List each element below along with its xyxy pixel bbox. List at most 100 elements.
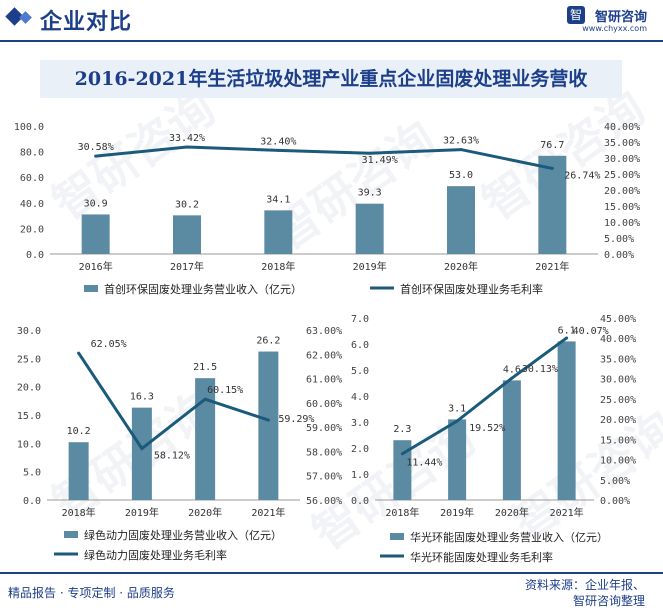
footer-slogan: 精品报告 · 专项定制 · 品质服务 — [8, 586, 175, 600]
line-value-label: 30.58% — [78, 142, 114, 153]
y-tick-label: 5.0 — [351, 366, 369, 377]
brand-url: www.chyxx.com — [582, 24, 647, 33]
x-tick-label: 2018年 — [261, 260, 295, 273]
y2-tick-label: 30.00% — [604, 154, 640, 165]
y2-tick-label: 25.00% — [600, 395, 636, 406]
bar-value-label: 3.1 — [448, 403, 466, 414]
y2-tick-label: 58.00% — [306, 447, 342, 458]
line-value-label: 19.52% — [469, 423, 505, 434]
line-point — [455, 419, 459, 423]
bar — [131, 407, 152, 500]
y-tick-label: 0.0 — [26, 250, 44, 261]
x-tick-label: 2018年 — [62, 506, 96, 519]
x-tick-label: 2017年 — [170, 260, 204, 273]
y-tick-label: 3.0 — [351, 418, 369, 429]
brand-logo-icon: 智 — [567, 6, 585, 24]
bar-value-label: 2.3 — [393, 424, 411, 435]
line-point — [185, 145, 189, 149]
page-header: 企业对比 智 智研咨询 www.chyxx.com — [0, 0, 663, 38]
legend-label: 绿色动力固废处理业务营业收入（亿元） — [84, 528, 282, 542]
bar-value-label: 39.3 — [358, 188, 382, 199]
bar — [355, 203, 384, 254]
y-tick-label: 30.0 — [17, 326, 41, 337]
margin-line — [77, 352, 269, 451]
line-value-label: 59.29% — [278, 414, 314, 425]
y2-tick-label: 60.00% — [306, 399, 342, 410]
x-tick-label: 2016年 — [79, 260, 113, 273]
bar-value-label: 30.2 — [175, 199, 199, 210]
bar-value-label: 10.2 — [67, 426, 91, 437]
x-tick-label: 2019年 — [353, 260, 387, 273]
y-tick-label: 4.0 — [351, 392, 369, 403]
bar — [195, 378, 216, 500]
y2-tick-label: 10.00% — [600, 456, 636, 467]
y2-tick-label: 0.00% — [604, 250, 634, 261]
y2-tick-label: 45.00% — [600, 314, 636, 325]
line-point — [510, 376, 514, 380]
bar-value-label: 30.9 — [84, 198, 108, 209]
line-point — [203, 397, 207, 401]
bar-value-label: 26.2 — [256, 336, 280, 347]
legend-label: 首创环保固废处理业务营业收入（亿元） — [104, 282, 302, 296]
margin-line — [95, 145, 553, 170]
legend-label: 华光环能固废处理业务营业收入（亿元） — [410, 530, 608, 544]
bar — [258, 351, 279, 500]
y2-tick-label: 57.00% — [306, 472, 342, 483]
y-tick-label: 25.0 — [17, 354, 41, 365]
source-note-line2: 智研咨询整理 — [572, 594, 645, 608]
line-value-label: 60.15% — [207, 385, 243, 396]
y-tick-label: 20.0 — [17, 383, 41, 394]
brand-name: 智研咨询 — [594, 10, 647, 25]
bar — [448, 419, 467, 500]
bar — [81, 214, 110, 254]
legend-bar-swatch — [390, 533, 404, 540]
y-tick-label: 5.0 — [23, 468, 41, 479]
bar — [68, 442, 89, 500]
y2-tick-label: 59.00% — [306, 423, 342, 434]
y2-tick-label: 30.00% — [600, 375, 636, 386]
line-point — [565, 336, 569, 340]
bar-value-label: 34.1 — [266, 194, 290, 205]
y2-tick-label: 35.00% — [600, 354, 636, 365]
x-tick-label: 2020年 — [444, 260, 478, 273]
line-point — [368, 151, 372, 155]
y-tick-label: 60.0 — [20, 173, 44, 184]
y2-tick-label: 61.00% — [306, 375, 342, 386]
bar — [393, 440, 412, 500]
y2-tick-label: 25.00% — [604, 170, 640, 181]
line-point — [400, 452, 404, 456]
line-value-label: 40.07% — [573, 326, 609, 337]
source-note-line1: 资料来源：企业年报、 — [524, 578, 645, 592]
margin-line — [401, 336, 568, 456]
line-point — [276, 148, 280, 152]
line-point — [140, 447, 144, 451]
line-point — [94, 154, 98, 158]
bar — [502, 380, 521, 500]
y-tick-label: 1.0 — [351, 470, 369, 481]
y2-tick-label: 15.00% — [604, 202, 640, 213]
y2-tick-label: 40.00% — [600, 334, 636, 345]
y2-tick-label: 35.00% — [604, 138, 640, 149]
x-tick-label: 2018年 — [385, 506, 419, 519]
line-point — [266, 418, 270, 422]
y-tick-label: 10.0 — [17, 439, 41, 450]
line-value-label: 58.12% — [154, 451, 190, 462]
y-tick-label: 0.0 — [351, 496, 369, 507]
y-tick-label: 40.0 — [20, 199, 44, 210]
x-tick-label: 2021年 — [251, 506, 285, 519]
bar — [447, 186, 475, 254]
page-footer: 精品报告 · 专项定制 · 品质服务 资料来源：企业年报、 智研咨询整理 — [0, 574, 663, 612]
footer-divider — [0, 572, 663, 574]
line-point — [77, 351, 81, 355]
bar-value-label: 16.3 — [130, 392, 154, 403]
x-tick-label: 2019年 — [125, 506, 159, 519]
line-point — [550, 166, 554, 170]
y2-tick-label: 10.00% — [604, 218, 640, 229]
x-tick-label: 2019年 — [440, 506, 474, 519]
header-divider — [0, 40, 663, 42]
y2-tick-label: 56.00% — [306, 496, 342, 507]
y2-tick-label: 20.00% — [604, 186, 640, 197]
x-tick-label: 2021年 — [550, 506, 584, 519]
y2-tick-label: 5.00% — [604, 234, 634, 245]
